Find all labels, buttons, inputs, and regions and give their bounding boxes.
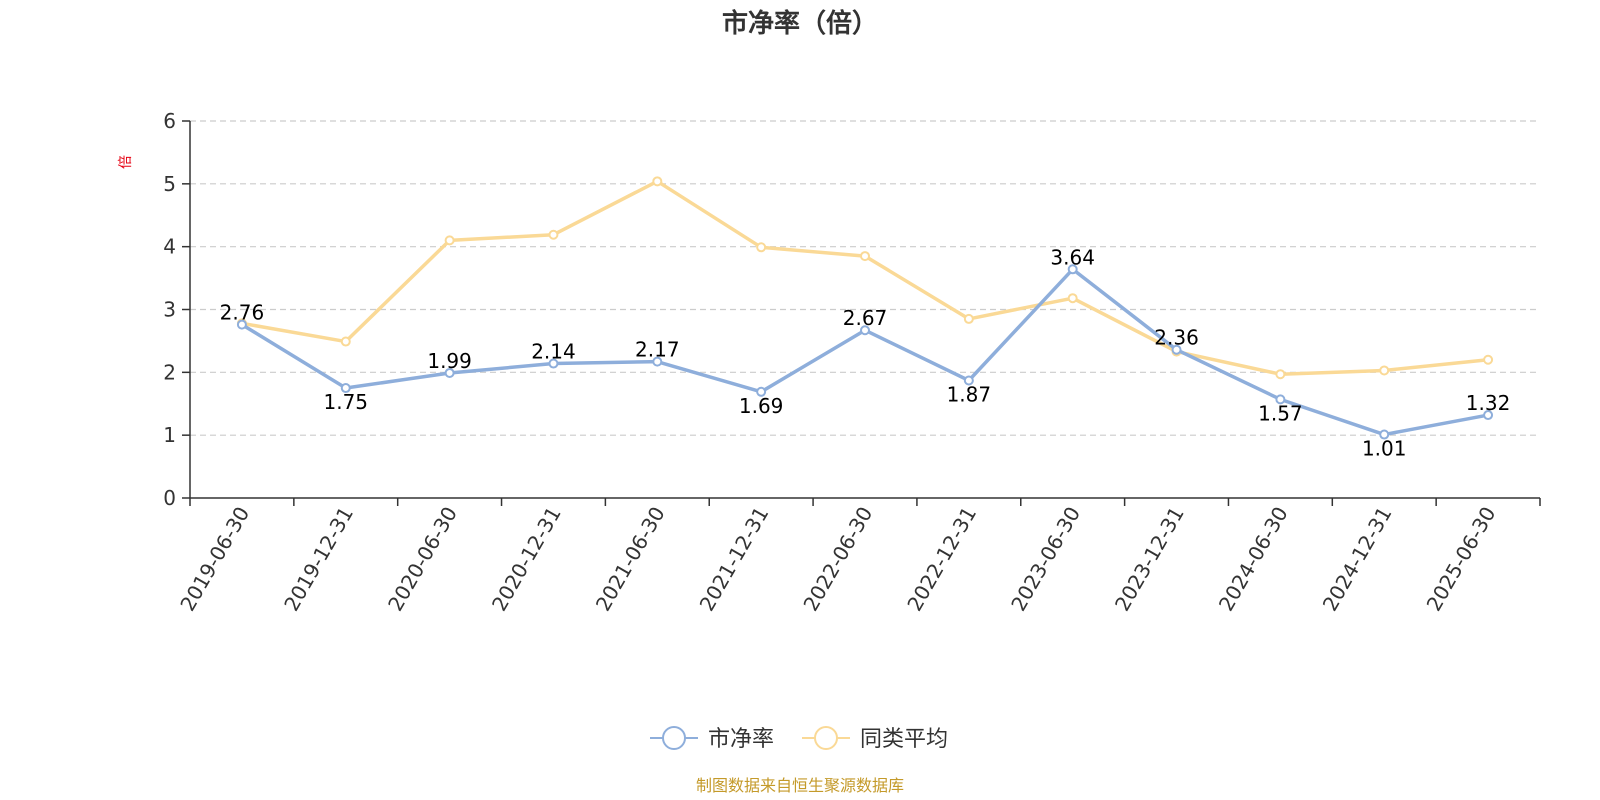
legend-label: 市净率 [708,727,774,752]
data-label: 3.64 [1050,245,1095,269]
x-tick-label: 2021-12-31 [695,503,774,616]
data-point[interactable] [1275,394,1286,405]
data-label: 2.36 [1154,326,1199,350]
series-line-1 [241,179,1489,376]
data-label: 1.75 [324,390,369,414]
data-label: 2.67 [843,306,888,330]
y-tick-label: 0 [163,486,176,510]
data-point[interactable] [1275,369,1286,380]
data-point[interactable] [1483,410,1494,421]
data-point[interactable] [1171,344,1182,355]
data-point[interactable] [236,319,247,330]
legend-marker [662,726,686,750]
y-tick-label: 6 [163,109,176,133]
data-point[interactable] [548,358,559,369]
chart-title: 市净率（倍） [722,8,878,39]
legend-label: 同类平均 [860,727,948,752]
data-label: 2.76 [220,301,265,325]
data-point[interactable] [340,383,351,394]
series-lines [236,176,1494,440]
y-tick-label: 2 [163,360,176,384]
x-tick-label: 2022-12-31 [902,503,981,616]
legend-item-1[interactable]: 同类平均 [802,726,948,752]
data-label: 2.17 [635,338,680,362]
data-labels: 2.76 1.75 1.99 2.14 2.17 1.69 2.67 1.87 3.64 2.36… [220,245,1511,460]
x-tick-label: 2022-06-30 [798,503,877,616]
data-point[interactable] [1379,429,1390,440]
data-label: 1.87 [947,383,992,407]
y-tick-label: 1 [163,423,176,447]
data-point[interactable] [444,367,455,378]
data-point[interactable] [756,386,767,397]
legend-marker [814,726,838,750]
data-label: 1.01 [1362,437,1407,461]
y-axis-unit-label: 倍 [118,155,134,169]
y-tick-label: 5 [163,172,176,196]
data-point[interactable] [860,251,870,262]
y-tick-label: 3 [163,298,176,322]
data-label: 1.32 [1466,391,1511,415]
legend-item-0[interactable]: 市净率 [650,726,774,752]
source-note: 制图数据来自恒生聚源数据库 [696,776,904,795]
data-point[interactable] [652,356,663,367]
data-point[interactable] [1483,354,1494,365]
data-point[interactable] [652,176,663,187]
x-tick-label: 2023-06-30 [1006,503,1085,616]
x-tick-label: 2023-12-31 [1110,503,1189,616]
data-point[interactable] [1379,365,1390,376]
x-tick-label: 2024-06-30 [1214,503,1293,616]
data-point[interactable] [963,375,974,386]
x-tick-label: 2019-12-31 [279,503,358,616]
data-point[interactable] [340,336,351,347]
data-label: 1.99 [427,349,472,373]
x-tick-label: 2021-06-30 [591,503,670,616]
data-point[interactable] [1067,264,1078,275]
x-tick-label: 2019-06-30 [175,503,254,616]
x-tick-label: 2020-12-31 [487,503,566,616]
data-point[interactable] [756,242,767,253]
y-tick-label: 4 [163,235,176,259]
data-label: 1.69 [739,394,784,418]
x-tick-label: 2020-06-30 [383,503,462,616]
grid-lines [190,120,1540,436]
data-label: 2.14 [531,340,576,364]
data-point[interactable] [444,235,455,246]
x-tick-label: 2024-12-31 [1318,503,1397,616]
data-point[interactable] [860,325,870,336]
x-tick-label: 2025-06-30 [1422,503,1501,616]
axes: 0 1 2 3 4 5 6 2019-06-30 2019-12-31 2020-06-30 202… [163,109,1541,616]
data-point[interactable] [548,229,559,240]
data-point[interactable] [963,313,974,324]
data-label: 1.57 [1258,401,1303,425]
data-point[interactable] [1067,293,1078,304]
legend[interactable]: 市净率 同类平均 [650,726,948,752]
